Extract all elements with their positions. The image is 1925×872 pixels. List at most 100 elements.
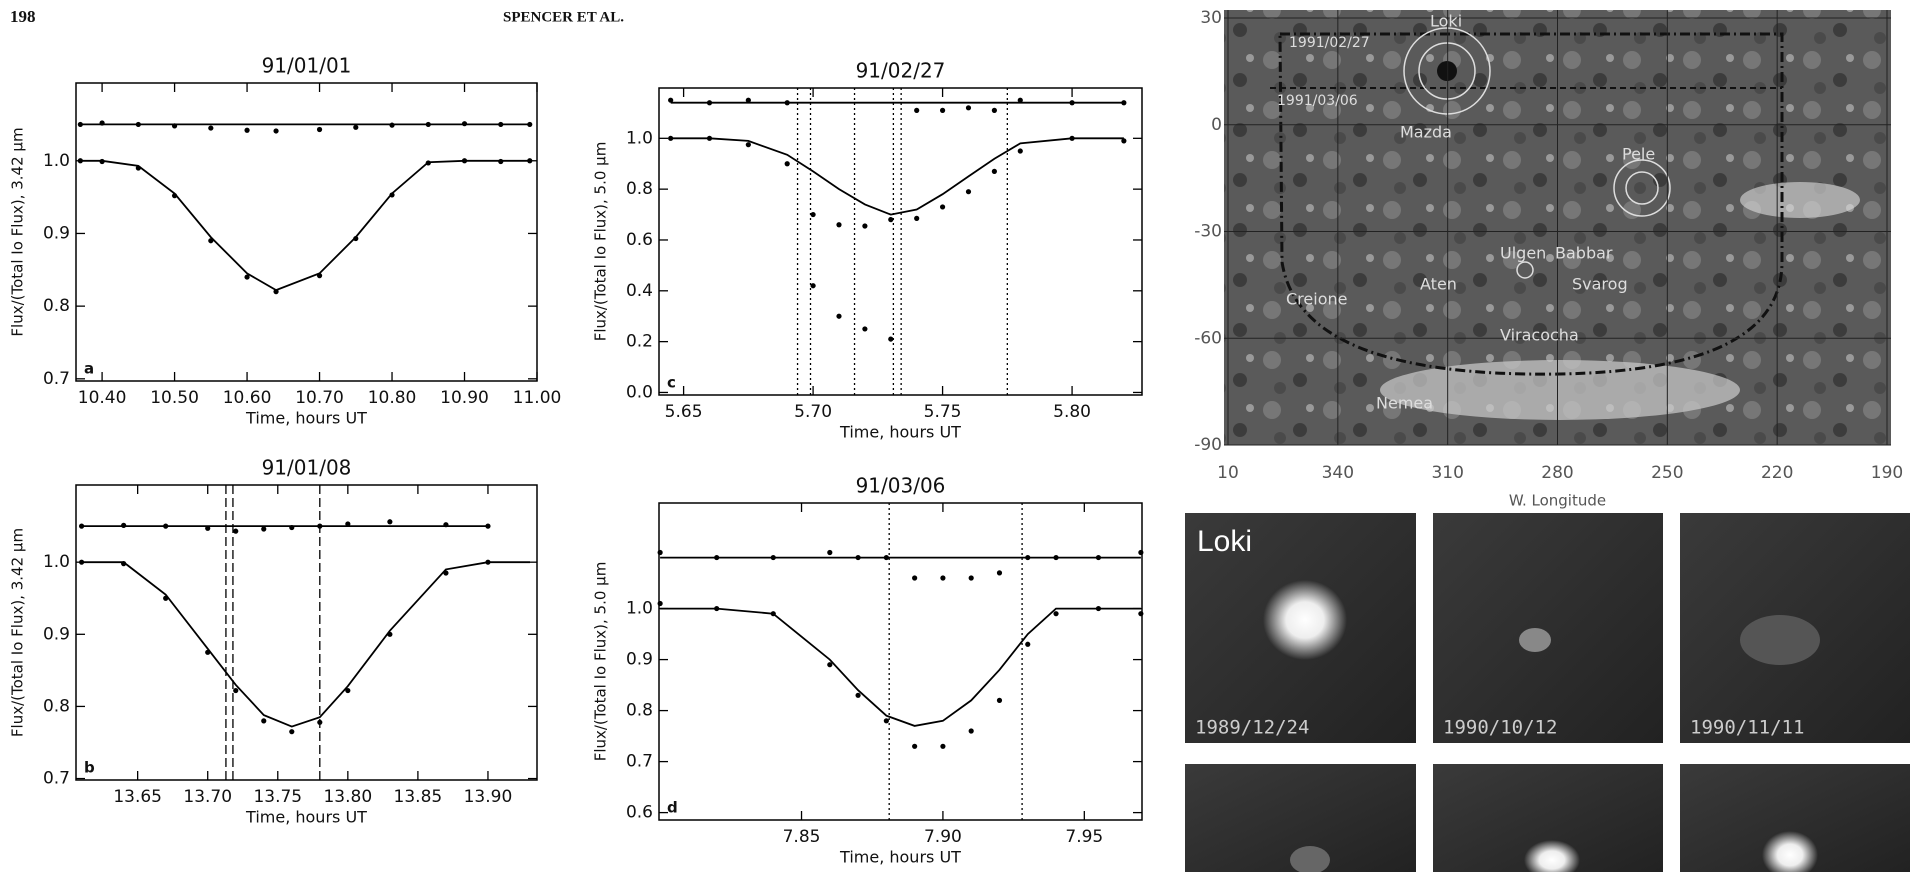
map-x-tick-label: 10: [1217, 463, 1239, 483]
data-point: [668, 97, 674, 103]
data-point: [163, 523, 169, 529]
feature-label: Viracocha: [1500, 326, 1579, 345]
x-tick-label: 7.95: [1065, 827, 1103, 847]
x-axis-label: Time, hours UT: [839, 848, 961, 867]
pele-circle: [1613, 159, 1671, 217]
model-curve: [80, 159, 530, 292]
data-point: [912, 575, 918, 581]
data-point: [940, 743, 946, 749]
data-point: [714, 554, 720, 561]
data-point: [289, 524, 295, 531]
feature-label: Nemea: [1376, 394, 1433, 413]
data-point: [914, 215, 920, 221]
hotspot: [1263, 580, 1347, 660]
feature-label: Mazda: [1400, 123, 1452, 142]
x-tick-label: 5.65: [665, 402, 703, 422]
data-point: [233, 687, 239, 694]
x-tick-label: 13.90: [464, 787, 513, 807]
data-point: [244, 274, 250, 280]
coverage-outline: [1278, 32, 1784, 376]
data-point: [273, 289, 279, 295]
feature-label: Svarog: [1572, 275, 1628, 294]
data-point: [316, 273, 323, 279]
map-bright-region: [1380, 360, 1740, 420]
data-point: [135, 165, 141, 171]
data-point: [1017, 148, 1023, 154]
data-point: [289, 729, 295, 735]
data-point: [862, 326, 868, 332]
x-tick-label: 7.85: [783, 827, 821, 847]
data-point: [99, 120, 105, 126]
data-point: [79, 559, 85, 565]
image-date: 1990/11/11: [1690, 717, 1804, 739]
data-point: [208, 125, 214, 131]
map-y-tick-label: -60: [1194, 328, 1222, 348]
x-tick-label: 13.85: [394, 787, 443, 807]
y-tick-label: 0.7: [43, 769, 70, 789]
map-y-tick-label: -30: [1194, 222, 1222, 242]
data-point: [99, 158, 105, 165]
data-point: [387, 631, 393, 637]
plot-frame: [658, 502, 1143, 821]
data-point: [389, 192, 395, 198]
x-tick-label: 5.70: [794, 402, 832, 422]
hotspot: [1290, 846, 1330, 872]
x-tick-label: 11.00: [513, 388, 562, 408]
y-tick-label: 0.4: [626, 281, 653, 301]
data-point: [77, 158, 83, 164]
x-tick-label: 10.50: [150, 388, 199, 408]
data-point: [443, 522, 449, 528]
data-point: [77, 121, 83, 128]
data-point: [810, 283, 816, 289]
y-axis-label: Flux/(Total Io Flux), 3.42 μm: [9, 127, 27, 336]
data-point: [745, 142, 751, 148]
data-point: [171, 123, 178, 129]
x-axis-label: Time, hours UT: [839, 423, 961, 442]
coverage-date: 1991/03/06: [1277, 93, 1358, 109]
data-point: [345, 521, 351, 527]
data-point: [317, 523, 323, 529]
data-point: [827, 662, 833, 668]
panel-letter: d: [667, 799, 678, 817]
model-curve: [81, 561, 530, 728]
data-point: [965, 105, 972, 111]
image-date: 1990/10/12: [1443, 717, 1557, 739]
ulgen-circle: [1516, 261, 1534, 279]
data-point: [498, 121, 504, 128]
map-x-tick-label: 250: [1651, 463, 1683, 483]
data-point: [121, 522, 127, 528]
map-x-tick-label: 220: [1761, 463, 1793, 483]
data-point: [171, 193, 178, 199]
data-point: [443, 570, 449, 576]
hotspot: [1762, 831, 1818, 872]
map-x-tick-label: 280: [1541, 463, 1573, 483]
data-point: [345, 687, 351, 694]
data-point: [784, 100, 790, 106]
data-point: [208, 238, 214, 244]
data-point: [425, 121, 431, 128]
map-y-tick-label: 30: [1200, 8, 1222, 28]
data-point: [968, 728, 974, 734]
data-point: [1069, 135, 1075, 141]
model-curve: [670, 137, 1124, 216]
y-tick-label: 0.9: [43, 624, 70, 644]
data-point: [888, 336, 894, 342]
chart-title: 91/01/01: [262, 54, 352, 78]
data-point: [244, 127, 250, 133]
data-point: [836, 222, 842, 228]
data-point: [965, 189, 972, 195]
y-tick-label: 1.0: [43, 151, 70, 171]
data-point: [205, 649, 211, 655]
data-point: [706, 100, 713, 106]
feature-label: Ulgen: [1500, 244, 1546, 263]
feature-label: Pele: [1622, 145, 1655, 164]
data-point: [855, 692, 861, 698]
data-point: [657, 549, 663, 556]
loki-circle: [1418, 42, 1476, 100]
y-axis-label: Flux/(Total Io Flux), 5.0 μm: [592, 142, 610, 342]
data-point: [1138, 611, 1144, 617]
data-point: [163, 595, 169, 601]
map-x-tick-label: 190: [1871, 463, 1903, 483]
data-point: [770, 611, 776, 617]
x-tick-label: 13.70: [183, 787, 232, 807]
